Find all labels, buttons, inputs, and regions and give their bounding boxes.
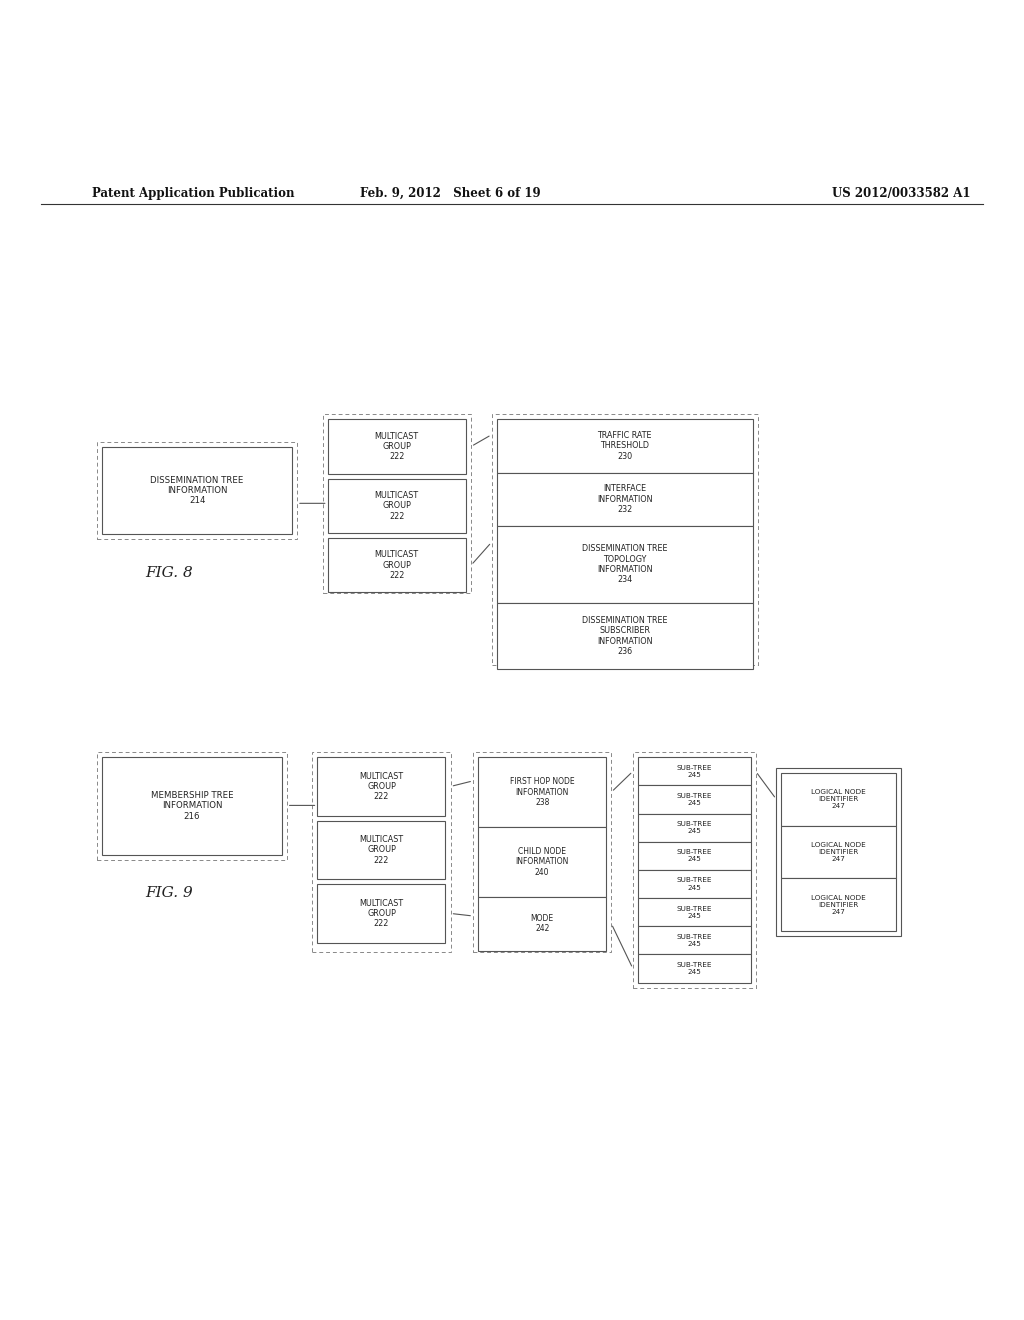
Text: DISSEMINATION TREE
SUBSCRIBER
INFORMATION
236: DISSEMINATION TREE SUBSCRIBER INFORMATIO… bbox=[582, 616, 668, 656]
Text: SUB-TREE
245: SUB-TREE 245 bbox=[677, 764, 712, 777]
FancyBboxPatch shape bbox=[497, 525, 753, 603]
FancyBboxPatch shape bbox=[638, 842, 751, 870]
FancyBboxPatch shape bbox=[781, 825, 896, 878]
Text: SUB-TREE
245: SUB-TREE 245 bbox=[677, 962, 712, 975]
FancyBboxPatch shape bbox=[478, 758, 606, 826]
Text: MODE
242: MODE 242 bbox=[530, 913, 554, 933]
Text: SUB-TREE
245: SUB-TREE 245 bbox=[677, 906, 712, 919]
Text: FIG. 9: FIG. 9 bbox=[145, 887, 193, 900]
FancyBboxPatch shape bbox=[638, 954, 751, 982]
FancyBboxPatch shape bbox=[776, 767, 901, 936]
FancyBboxPatch shape bbox=[638, 927, 751, 954]
FancyBboxPatch shape bbox=[497, 603, 753, 669]
Text: FIG. 8: FIG. 8 bbox=[145, 566, 193, 579]
Text: Patent Application Publication: Patent Application Publication bbox=[92, 186, 295, 199]
FancyBboxPatch shape bbox=[317, 758, 445, 816]
Text: MEMBERSHIP TREE
INFORMATION
216: MEMBERSHIP TREE INFORMATION 216 bbox=[151, 791, 233, 821]
Text: DISSEMINATION TREE
TOPOLOGY
INFORMATION
234: DISSEMINATION TREE TOPOLOGY INFORMATION … bbox=[582, 544, 668, 585]
Text: MULTICAST
GROUP
222: MULTICAST GROUP 222 bbox=[359, 836, 403, 865]
FancyBboxPatch shape bbox=[638, 870, 751, 898]
FancyBboxPatch shape bbox=[497, 473, 753, 525]
Text: SUB-TREE
245: SUB-TREE 245 bbox=[677, 849, 712, 862]
FancyBboxPatch shape bbox=[638, 758, 751, 785]
FancyBboxPatch shape bbox=[102, 758, 282, 854]
FancyBboxPatch shape bbox=[638, 898, 751, 927]
Text: MULTICAST
GROUP
222: MULTICAST GROUP 222 bbox=[359, 899, 403, 928]
FancyBboxPatch shape bbox=[497, 420, 753, 473]
Text: DISSEMINATION TREE
INFORMATION
214: DISSEMINATION TREE INFORMATION 214 bbox=[151, 475, 244, 506]
FancyBboxPatch shape bbox=[317, 884, 445, 942]
Text: Feb. 9, 2012   Sheet 6 of 19: Feb. 9, 2012 Sheet 6 of 19 bbox=[360, 186, 541, 199]
Text: SUB-TREE
245: SUB-TREE 245 bbox=[677, 821, 712, 834]
FancyBboxPatch shape bbox=[328, 479, 466, 533]
Text: LOGICAL NODE
IDENTIFIER
247: LOGICAL NODE IDENTIFIER 247 bbox=[811, 895, 866, 915]
Text: LOGICAL NODE
IDENTIFIER
247: LOGICAL NODE IDENTIFIER 247 bbox=[811, 842, 866, 862]
FancyBboxPatch shape bbox=[328, 420, 466, 474]
FancyBboxPatch shape bbox=[328, 539, 466, 593]
Text: INTERFACE
INFORMATION
232: INTERFACE INFORMATION 232 bbox=[597, 484, 652, 513]
Text: FIRST HOP NODE
INFORMATION
238: FIRST HOP NODE INFORMATION 238 bbox=[510, 777, 574, 807]
Text: MULTICAST
GROUP
222: MULTICAST GROUP 222 bbox=[359, 772, 403, 801]
Text: SUB-TREE
245: SUB-TREE 245 bbox=[677, 933, 712, 946]
Text: TRAFFIC RATE
THRESHOLD
230: TRAFFIC RATE THRESHOLD 230 bbox=[597, 432, 652, 461]
Text: MULTICAST
GROUP
222: MULTICAST GROUP 222 bbox=[375, 432, 419, 462]
Text: MULTICAST
GROUP
222: MULTICAST GROUP 222 bbox=[375, 550, 419, 581]
Text: US 2012/0033582 A1: US 2012/0033582 A1 bbox=[831, 186, 971, 199]
Text: LOGICAL NODE
IDENTIFIER
247: LOGICAL NODE IDENTIFIER 247 bbox=[811, 789, 866, 809]
FancyBboxPatch shape bbox=[317, 821, 445, 879]
FancyBboxPatch shape bbox=[781, 878, 896, 932]
FancyBboxPatch shape bbox=[102, 447, 292, 535]
Text: CHILD NODE
INFORMATION
240: CHILD NODE INFORMATION 240 bbox=[515, 847, 569, 876]
FancyBboxPatch shape bbox=[478, 826, 606, 896]
FancyBboxPatch shape bbox=[638, 813, 751, 842]
Text: SUB-TREE
245: SUB-TREE 245 bbox=[677, 793, 712, 807]
FancyBboxPatch shape bbox=[478, 896, 606, 950]
FancyBboxPatch shape bbox=[638, 785, 751, 813]
FancyBboxPatch shape bbox=[781, 772, 896, 825]
Text: SUB-TREE
245: SUB-TREE 245 bbox=[677, 878, 712, 891]
Text: MULTICAST
GROUP
222: MULTICAST GROUP 222 bbox=[375, 491, 419, 521]
